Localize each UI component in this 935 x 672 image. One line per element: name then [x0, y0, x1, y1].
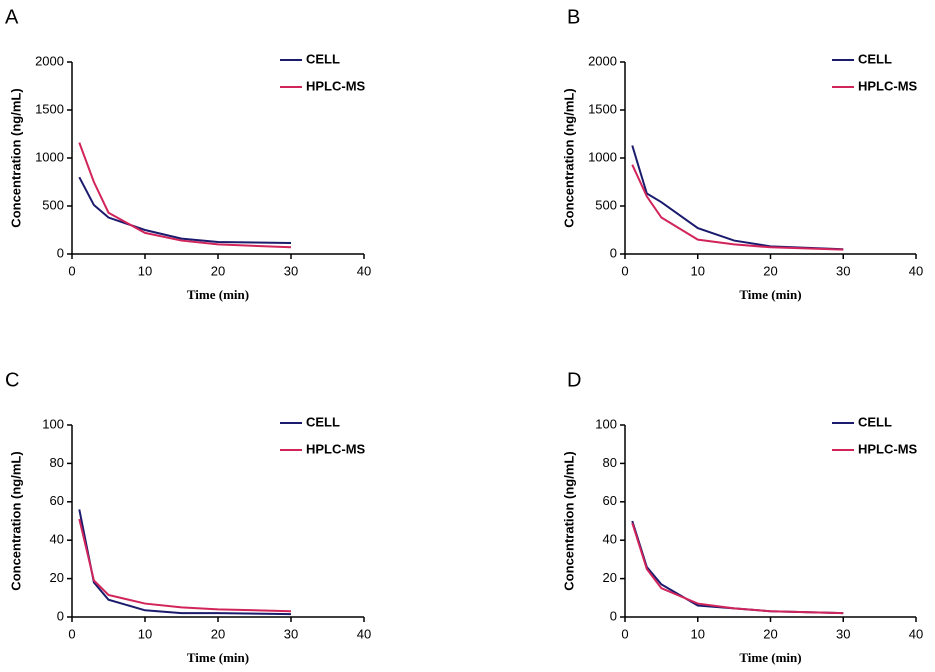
legend-label: HPLC-MS: [306, 441, 366, 456]
y-axis-label: Concentration (ng/mL): [8, 451, 23, 590]
y-tick-label: 1000: [588, 149, 617, 164]
series-line: [78, 509, 292, 616]
y-tick-label: 0: [57, 608, 64, 623]
x-tick-label: 40: [909, 626, 923, 641]
x-axis-label: Time (min): [739, 650, 801, 665]
y-tick-label: 60: [603, 493, 617, 508]
legend-label: CELL: [858, 51, 892, 66]
y-tick-label: 20: [603, 570, 617, 585]
legend-label: HPLC-MS: [858, 441, 918, 456]
x-tick-label: 20: [763, 263, 777, 278]
legend-label: CELL: [306, 51, 340, 66]
x-tick-label: 40: [357, 626, 371, 641]
y-tick-label: 100: [595, 416, 617, 431]
y-tick-label: 1500: [35, 101, 64, 116]
y-tick-label: 40: [50, 532, 64, 547]
x-tick-label: 40: [357, 263, 371, 278]
x-tick-label: 20: [763, 626, 777, 641]
panel-label: B: [567, 6, 580, 28]
x-tick-label: 30: [836, 626, 850, 641]
y-tick-label: 500: [42, 197, 64, 212]
y-tick-label: 2000: [35, 53, 64, 68]
y-tick-label: 80: [50, 455, 64, 470]
legend-label: HPLC-MS: [858, 78, 918, 93]
x-tick-label: 10: [138, 626, 152, 641]
y-tick-label: 0: [57, 245, 64, 260]
series-line: [78, 142, 292, 249]
x-tick-label: 40: [909, 263, 923, 278]
y-tick-label: 1500: [588, 101, 617, 116]
x-axis-label: Time (min): [187, 287, 249, 302]
panel-label: A: [5, 6, 19, 28]
x-tick-label: 0: [68, 263, 75, 278]
legend-label: CELL: [858, 414, 892, 429]
y-tick-label: 0: [610, 245, 617, 260]
x-tick-label: 20: [211, 263, 225, 278]
series-line: [631, 145, 844, 251]
y-tick-label: 100: [42, 416, 64, 431]
y-tick-label: 0: [610, 608, 617, 623]
y-tick-label: 40: [603, 532, 617, 547]
x-tick-label: 10: [138, 263, 152, 278]
x-axis-label: Time (min): [739, 287, 801, 302]
y-axis-label: Concentration (ng/mL): [561, 451, 576, 590]
y-tick-label: 60: [50, 493, 64, 508]
x-tick-label: 0: [621, 263, 628, 278]
y-tick-label: 500: [595, 197, 617, 212]
series-line: [78, 518, 292, 613]
x-tick-label: 10: [691, 626, 705, 641]
series-line: [78, 176, 292, 244]
x-tick-label: 30: [284, 626, 298, 641]
y-tick-label: 1000: [35, 149, 64, 164]
series-line: [631, 164, 844, 251]
series-line: [631, 522, 844, 615]
legend-label: HPLC-MS: [306, 78, 366, 93]
y-tick-label: 20: [50, 570, 64, 585]
y-axis-label: Concentration (ng/mL): [8, 88, 23, 227]
x-tick-label: 0: [68, 626, 75, 641]
x-tick-label: 20: [211, 626, 225, 641]
series-line: [631, 520, 844, 615]
x-tick-label: 30: [836, 263, 850, 278]
y-tick-label: 2000: [588, 53, 617, 68]
panel-label: C: [5, 369, 19, 391]
y-axis-label: Concentration (ng/mL): [561, 88, 576, 227]
panel-label: D: [567, 369, 581, 391]
legend-label: CELL: [306, 414, 340, 429]
x-tick-label: 30: [284, 263, 298, 278]
x-tick-label: 10: [691, 263, 705, 278]
y-tick-label: 80: [603, 455, 617, 470]
x-tick-label: 0: [621, 626, 628, 641]
x-axis-label: Time (min): [187, 650, 249, 665]
